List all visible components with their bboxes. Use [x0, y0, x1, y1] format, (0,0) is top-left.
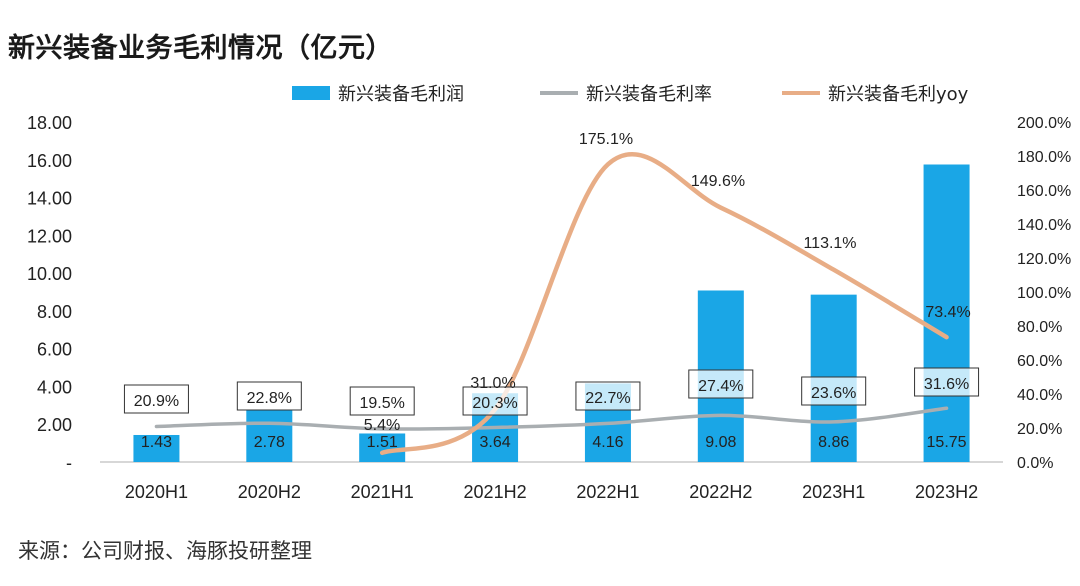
y-left-tick-label: 6.00 — [37, 340, 72, 360]
margin-value-label: 20.3% — [472, 395, 517, 412]
bar-value-label: 2.78 — [254, 434, 285, 451]
yoy-value-label: 113.1% — [803, 235, 856, 252]
y-right-tick-label: 80.0% — [1017, 319, 1062, 336]
legend-label: 新兴装备毛利率 — [586, 84, 712, 105]
bar-value-label: 3.64 — [479, 434, 510, 451]
margin-value-label: 22.8% — [247, 390, 292, 407]
margin-value-label: 19.5% — [360, 395, 405, 412]
yoy-value-label: 5.4% — [364, 417, 400, 434]
bar-value-label: 15.75 — [927, 434, 967, 451]
y-left-tick-label: 16.00 — [27, 151, 72, 171]
y-right-tick-label: 100.0% — [1017, 285, 1071, 302]
x-tick-label: 2023H2 — [915, 482, 978, 502]
margin-label-box — [236, 381, 302, 411]
x-tick-label: 2023H1 — [802, 482, 865, 502]
yoy-value-label: 149.6% — [691, 173, 745, 190]
y-left-tick-label: 12.00 — [27, 226, 72, 246]
axes: - 2.00 4.00 6.00 8.00 10.00 12.00 14.00 16.00 18.… — [27, 113, 1071, 502]
source-note: 来源：公司财报、海豚投研整理 — [18, 539, 312, 563]
margin-value-label: 23.6% — [811, 385, 856, 402]
y-left-tick-label: 4.00 — [37, 377, 72, 397]
margin-label-box — [462, 386, 528, 416]
bar-series — [133, 164, 970, 462]
bar — [246, 409, 293, 462]
yoy-value-label: 175.1% — [579, 131, 633, 148]
y-left-tick-label: - — [66, 453, 72, 473]
margin-value-label: 31.6% — [924, 376, 969, 393]
x-tick-label: 2021H2 — [464, 482, 527, 502]
margin-label-box — [349, 386, 415, 416]
y-right-tick-label: 200.0% — [1017, 115, 1071, 132]
legend-label: 新兴装备毛利yoy — [828, 84, 969, 105]
bar — [359, 433, 406, 462]
legend: 新兴装备毛利润 新兴装备毛利率 新兴装备毛利yoy — [292, 84, 969, 105]
margin-label-box — [914, 367, 980, 397]
y-right-tick-label: 180.0% — [1017, 149, 1071, 166]
y-left-tick-label: 18.00 — [27, 113, 72, 133]
yoy-value-label: 73.4% — [925, 304, 970, 321]
bar-value-label: 1.51 — [367, 434, 398, 451]
legend-swatch-bar — [292, 86, 330, 100]
chart-title: 新兴装备业务毛利情况（亿元） — [8, 33, 393, 64]
y-right-tick-label: 160.0% — [1017, 183, 1071, 200]
y-right-tick-label: 40.0% — [1017, 387, 1062, 404]
y-right-tick-label: 20.0% — [1017, 421, 1062, 438]
bar-value-label: 8.86 — [818, 434, 849, 451]
margin-label-box — [123, 384, 189, 414]
margin-label-box — [801, 376, 867, 406]
x-tick-label: 2020H2 — [238, 482, 301, 502]
margin-line — [154, 406, 949, 431]
bar — [923, 164, 970, 462]
bar-value-label: 4.16 — [592, 434, 623, 451]
margin-label-box — [575, 381, 641, 411]
x-tick-label: 2022H2 — [689, 482, 752, 502]
margin-value-label: 22.7% — [585, 390, 630, 407]
x-tick-label: 2021H1 — [351, 482, 414, 502]
yoy-value-label: 31.0% — [470, 375, 515, 392]
y-right-tick-label: 0.0% — [1017, 455, 1053, 472]
legend-label: 新兴装备毛利润 — [338, 84, 464, 105]
x-tick-label: 2020H1 — [125, 482, 188, 502]
bar — [133, 434, 180, 462]
margin-value-label: 20.9% — [134, 393, 179, 410]
y-left-tick-label: 10.00 — [27, 264, 72, 284]
bar-value-label: 9.08 — [705, 434, 736, 451]
margin-label-box — [688, 369, 754, 399]
y-left-tick-label: 2.00 — [37, 415, 72, 435]
y-right-tick-label: 60.0% — [1017, 353, 1062, 370]
x-tick-label: 2022H1 — [576, 482, 639, 502]
y-right-tick-label: 140.0% — [1017, 217, 1071, 234]
bar-value-label: 1.43 — [141, 434, 172, 451]
margin-value-label: 27.4% — [698, 378, 743, 395]
data-labels: 1.43 2.78 1.51 3.64 4.16 9.08 8.86 15.75 20.9% 22… — [123, 131, 980, 451]
y-left-tick-label: 8.00 — [37, 302, 72, 322]
y-right-tick-label: 120.0% — [1017, 251, 1071, 268]
y-left-tick-label: 14.00 — [27, 189, 72, 209]
